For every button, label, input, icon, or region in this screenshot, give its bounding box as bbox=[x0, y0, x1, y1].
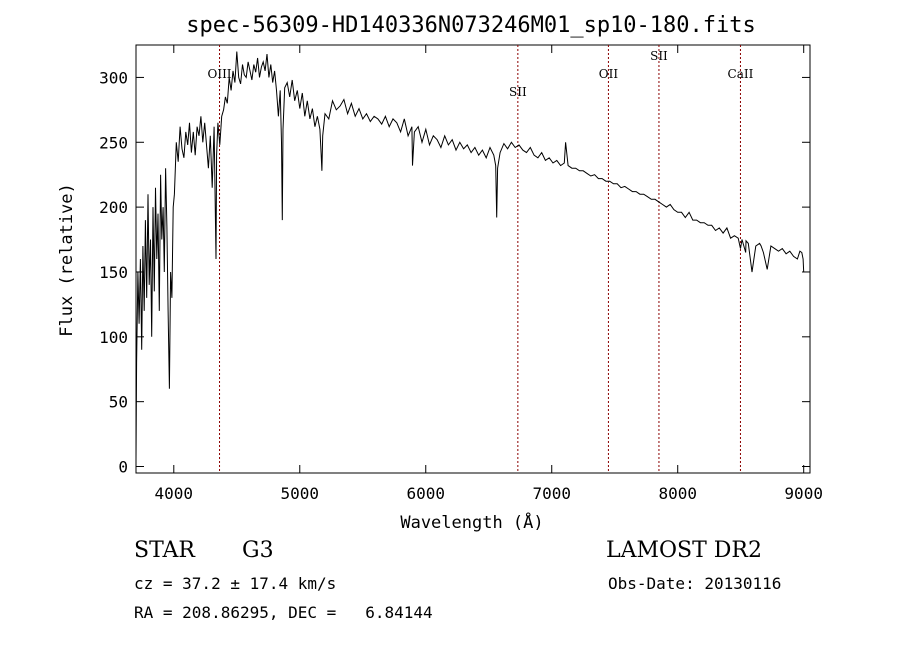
y-tick-label: 300 bbox=[99, 68, 128, 87]
y-tick-label: 50 bbox=[109, 393, 128, 412]
redshift-velocity: cz = 37.2 ± 17.4 km/s bbox=[134, 574, 337, 593]
x-tick-label: 7000 bbox=[532, 484, 571, 503]
survey-name: LAMOST DR2 bbox=[606, 538, 762, 563]
x-tick-label: 5000 bbox=[281, 484, 320, 503]
chart-title: spec-56309-HD140336N073246M01_sp10-180.f… bbox=[186, 13, 756, 38]
spectrum-line bbox=[135, 51, 805, 461]
object-class: STAR bbox=[134, 538, 195, 563]
object-subclass: G3 bbox=[242, 538, 274, 563]
line-marker-label: CaII bbox=[728, 67, 754, 81]
x-tick-label: 6000 bbox=[406, 484, 445, 503]
observation-date: Obs-Date: 20130116 bbox=[608, 574, 782, 593]
emission-line-markers: OIII SII OII SII CaII bbox=[207, 45, 754, 473]
y-tick-label: 200 bbox=[99, 198, 128, 217]
y-tick-label: 0 bbox=[118, 458, 128, 477]
line-marker-label: SII bbox=[509, 85, 527, 99]
x-tick-label: 8000 bbox=[658, 484, 697, 503]
coordinates: RA = 208.86295, DEC = 6.84144 bbox=[134, 603, 433, 622]
y-axis-label: Flux (relative) bbox=[57, 183, 77, 337]
x-tick-label: 9000 bbox=[784, 484, 823, 503]
plot-frame bbox=[135, 44, 811, 474]
line-marker-label: OIII bbox=[207, 67, 231, 81]
x-axis-label: Wavelength (Å) bbox=[400, 511, 543, 533]
line-marker-label: SII bbox=[650, 49, 668, 63]
x-tick-label: 4000 bbox=[155, 484, 194, 503]
y-tick-label: 250 bbox=[99, 133, 128, 152]
y-axis: 0 50 100 150 200 250 300 bbox=[99, 68, 810, 477]
x-axis: 4000 5000 6000 7000 8000 9000 bbox=[155, 45, 823, 503]
y-tick-label: 150 bbox=[99, 263, 128, 282]
y-tick-label: 100 bbox=[99, 328, 128, 347]
line-marker-label: OII bbox=[599, 67, 619, 81]
